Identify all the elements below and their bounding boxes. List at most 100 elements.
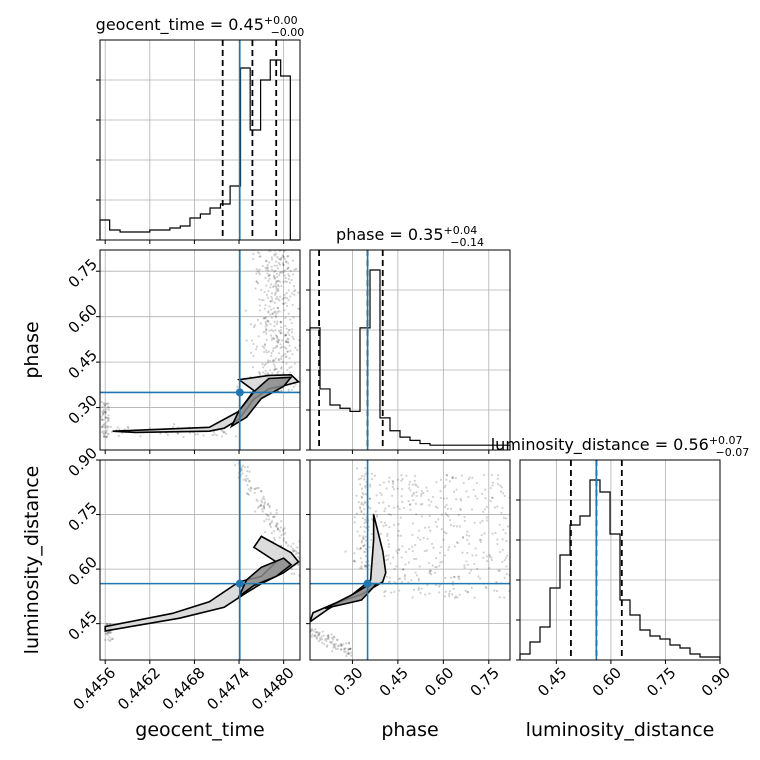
sample-point (284, 352, 287, 356)
sample-point (106, 630, 109, 634)
sample-point (276, 336, 279, 339)
sample-point (387, 480, 391, 483)
sample-point (446, 507, 449, 511)
contour-level-2 (229, 376, 293, 429)
sample-point (273, 311, 276, 314)
sample-point (280, 256, 283, 260)
sample-point (343, 650, 346, 653)
sample-point (397, 577, 400, 581)
sample-point (277, 358, 280, 361)
sample-point (278, 280, 281, 283)
x-tick-label-phase: 0.60 (421, 664, 457, 700)
sample-point (270, 268, 274, 271)
sample-point (462, 535, 465, 539)
sample-point (264, 362, 267, 366)
sample-point (409, 503, 412, 506)
sample-point (403, 575, 406, 578)
sample-point (455, 498, 458, 501)
sample-point (476, 567, 479, 571)
density-cloud (310, 466, 510, 658)
sample-point (410, 579, 413, 582)
sample-point (265, 328, 268, 331)
sample-point (463, 515, 466, 519)
sample-point (458, 577, 461, 581)
sample-point (434, 565, 437, 569)
sample-point (444, 512, 447, 515)
sample-point (255, 281, 258, 284)
sample-point (417, 586, 420, 590)
sample-point (166, 433, 169, 436)
sample-point (273, 264, 276, 267)
sample-point (278, 271, 282, 275)
sample-point (282, 528, 285, 531)
sample-point (307, 271, 309, 273)
sample-point (288, 357, 291, 360)
sample-point (280, 326, 283, 329)
sample-point (271, 312, 274, 315)
sample-point (279, 346, 282, 349)
sample-point (398, 548, 401, 552)
sample-point (501, 560, 504, 563)
sample-point (261, 510, 264, 513)
sample-point (172, 423, 176, 426)
sample-point (263, 317, 266, 320)
sample-point (482, 473, 485, 477)
sample-point (360, 565, 363, 568)
sample-point (342, 643, 345, 646)
sample-point (267, 274, 271, 277)
sample-point (293, 290, 296, 293)
sample-point (283, 257, 286, 260)
sample-point (414, 474, 417, 478)
sample-point (385, 487, 388, 490)
sample-point (274, 334, 278, 337)
sample-point (364, 564, 367, 567)
sample-point (466, 590, 470, 593)
sample-point (286, 331, 290, 334)
sample-point (285, 339, 288, 343)
sample-point (288, 274, 291, 278)
sample-point (450, 576, 453, 579)
sample-point (440, 513, 444, 516)
sample-point (287, 267, 290, 270)
sample-point (280, 284, 283, 288)
sample-point (236, 385, 239, 388)
sample-point (222, 431, 226, 434)
sample-point (273, 320, 276, 324)
sample-point (420, 587, 423, 590)
sample-point (458, 593, 461, 596)
sample-point (463, 519, 466, 522)
sample-point (401, 487, 404, 491)
sample-point (284, 276, 287, 280)
sample-point (286, 350, 290, 353)
sample-point (224, 432, 228, 435)
truth-marker (363, 579, 372, 588)
sample-point (430, 573, 433, 576)
sample-point (364, 535, 367, 538)
sample-point (101, 425, 105, 429)
sample-point (360, 474, 364, 478)
sample-point (383, 510, 386, 513)
sample-point (496, 474, 500, 477)
sample-point (412, 493, 415, 496)
sample-point (293, 362, 296, 365)
sample-point (318, 633, 321, 637)
sample-point (431, 495, 435, 499)
sample-point (255, 280, 258, 283)
sample-point (465, 490, 468, 493)
sample-point (292, 385, 295, 388)
sample-point (271, 297, 274, 300)
sample-point (485, 555, 488, 558)
sample-point (266, 319, 269, 322)
sample-point (107, 417, 110, 420)
sample-point (470, 586, 473, 590)
sample-point (275, 345, 278, 348)
sample-point (426, 489, 429, 492)
sample-point (375, 513, 379, 517)
sample-point (442, 538, 445, 541)
sample-point (107, 417, 110, 420)
sample-point (364, 565, 367, 568)
sample-point (291, 273, 295, 276)
sample-point (274, 314, 277, 317)
sample-point (344, 642, 348, 645)
sample-point (275, 340, 278, 343)
